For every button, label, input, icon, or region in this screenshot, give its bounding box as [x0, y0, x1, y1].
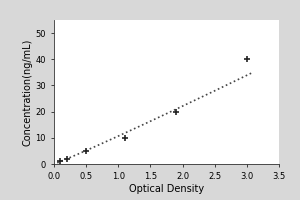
X-axis label: Optical Density: Optical Density — [129, 184, 204, 194]
Y-axis label: Concentration(ng/mL): Concentration(ng/mL) — [22, 38, 32, 146]
